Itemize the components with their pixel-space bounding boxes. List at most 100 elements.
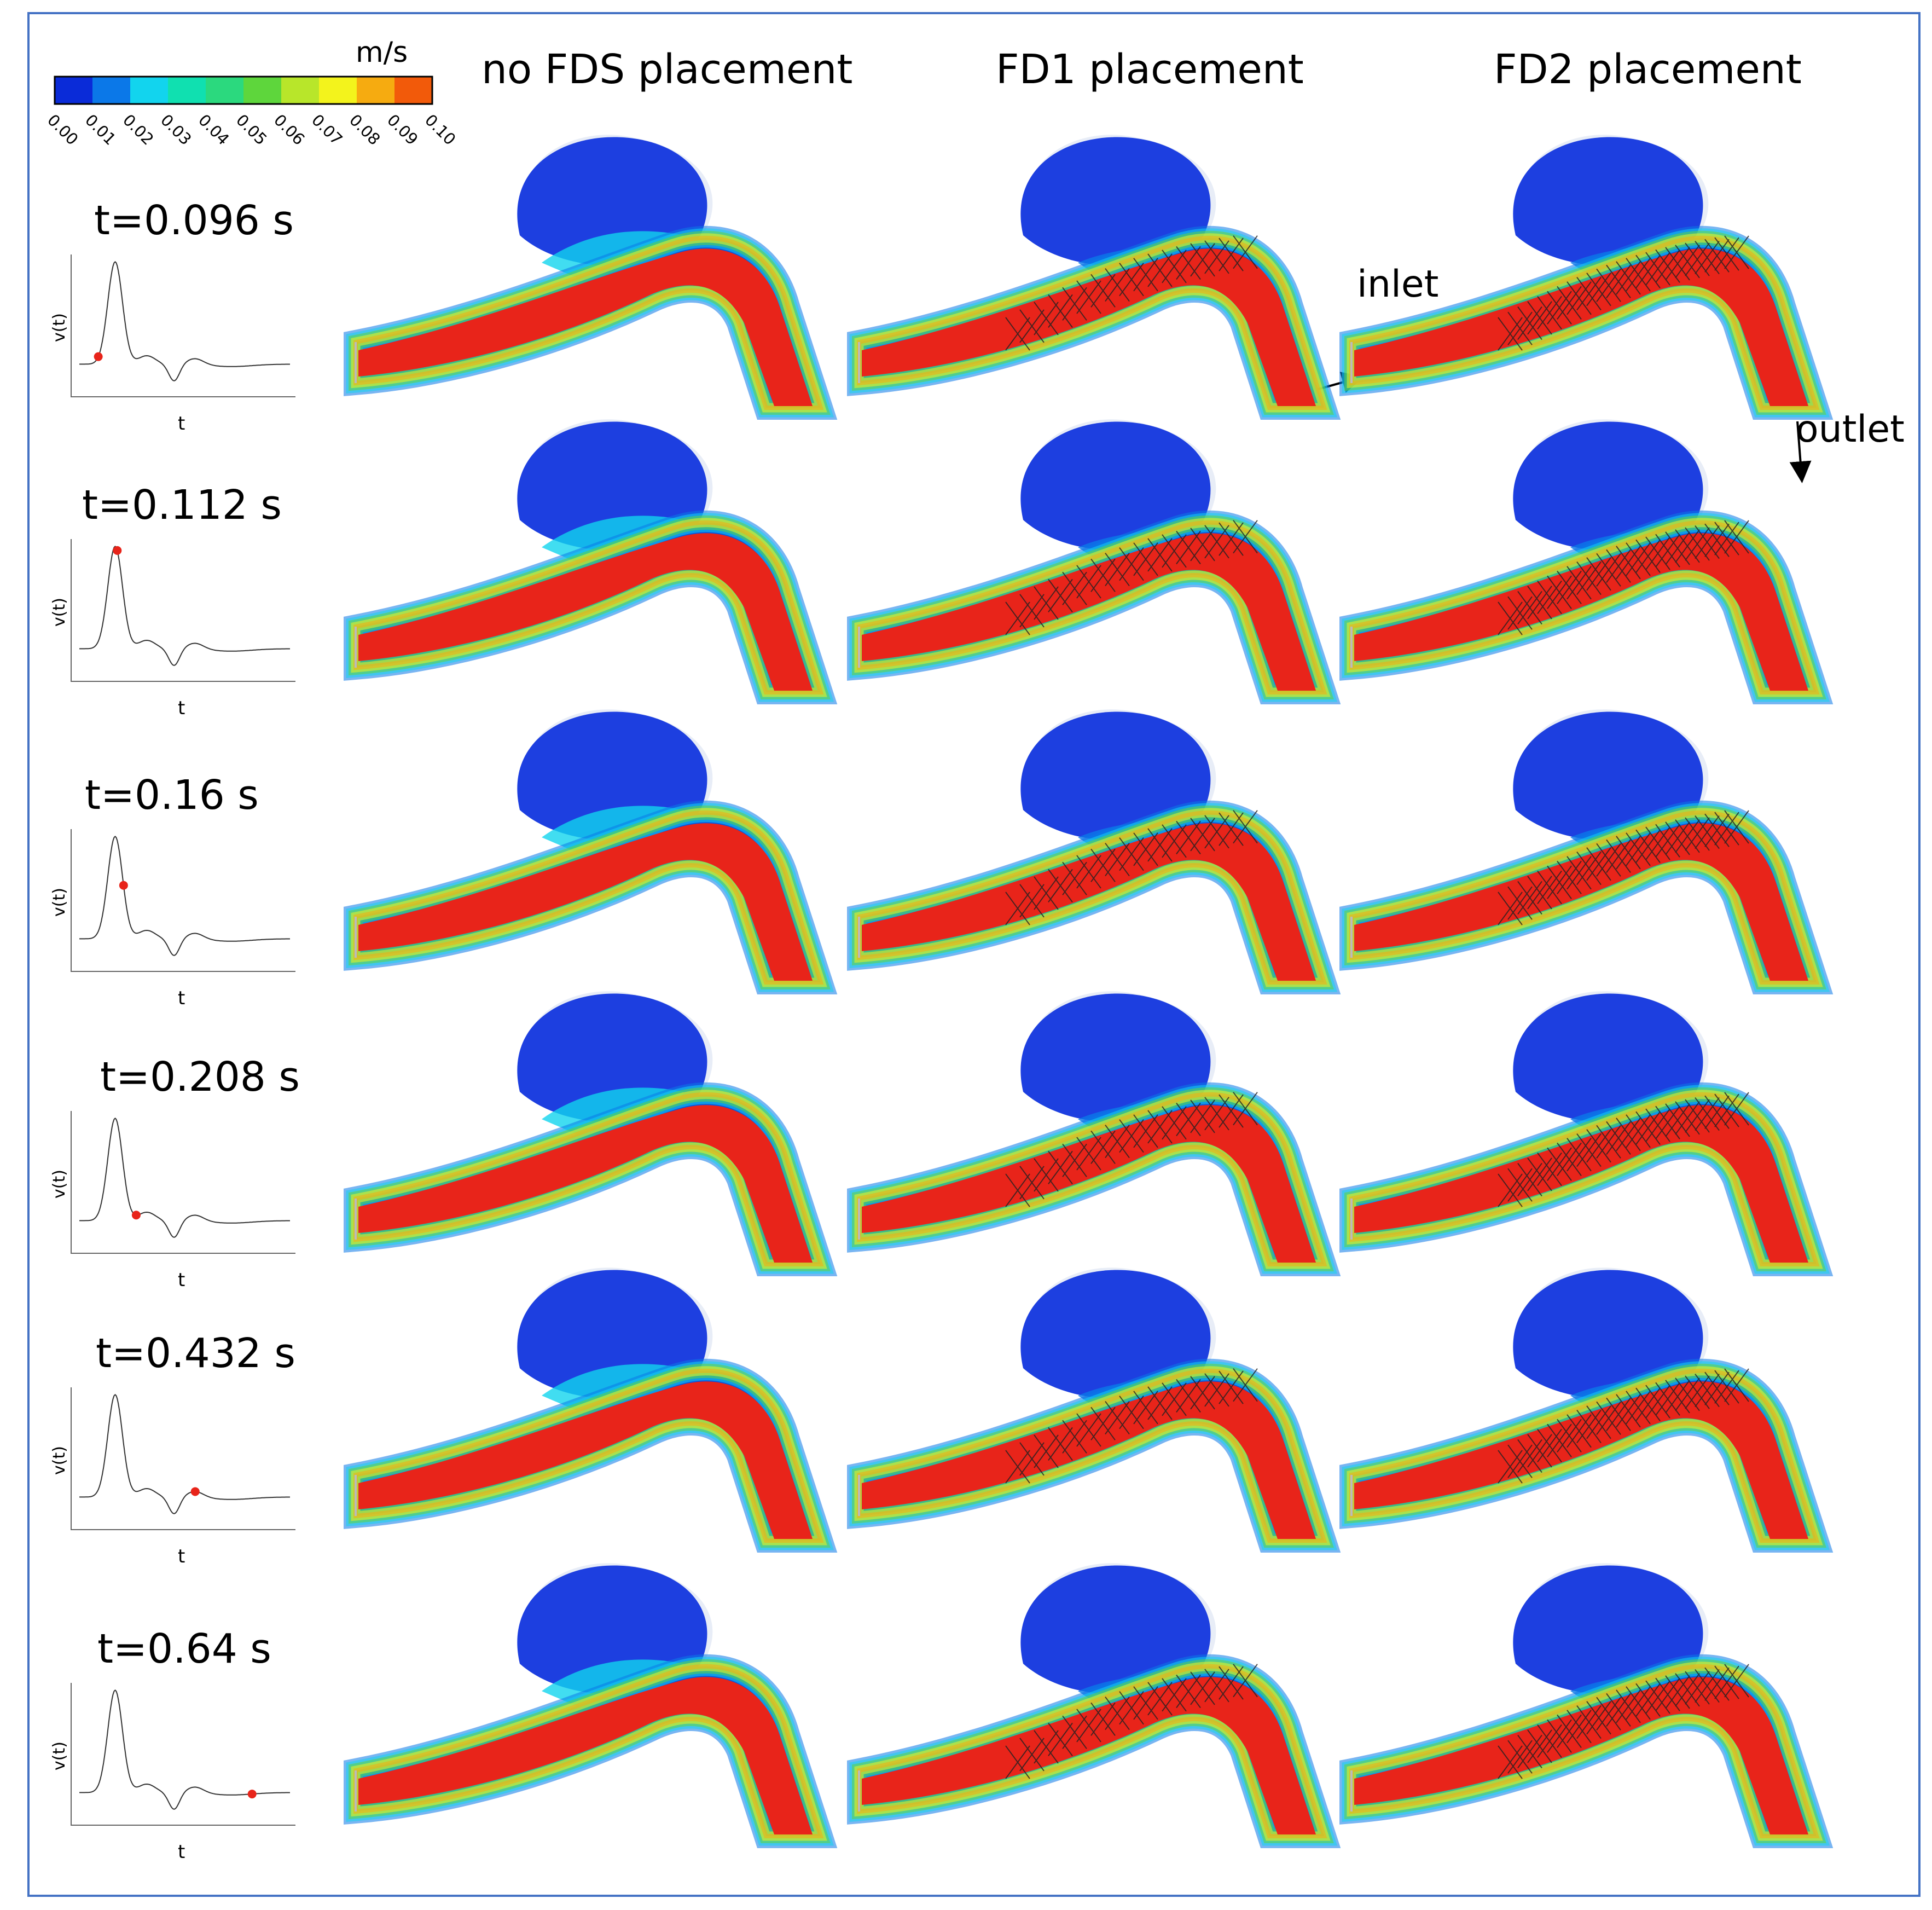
waveform-plot: t v(t) xyxy=(50,1669,306,1872)
waveform-plot: t v(t) xyxy=(50,815,306,1018)
waveform-plot: t v(t) xyxy=(50,241,306,443)
aneurysm-panel-no-fds xyxy=(344,709,838,994)
waveform-axes xyxy=(71,1111,295,1254)
waveform-line xyxy=(79,261,290,381)
waveform-ylabel: v(t) xyxy=(50,1741,69,1770)
aneurysm-dome xyxy=(1513,993,1703,1123)
waveform-xlabel: t xyxy=(178,1546,185,1567)
waveform-ylabel: v(t) xyxy=(50,1446,69,1475)
velocity-core xyxy=(1354,1381,1808,1539)
waveform-axes xyxy=(71,1683,295,1826)
time-label: t=0.64 s xyxy=(97,1625,271,1672)
aneurysm-panel-fd1 xyxy=(847,135,1341,420)
time-label: t=0.16 s xyxy=(85,772,259,819)
aneurysm-panel-no-fds xyxy=(344,135,838,420)
colorbar-segment xyxy=(357,77,395,104)
aneurysm-panel-fd1 xyxy=(847,419,1341,704)
aneurysm-panel-no-fds xyxy=(344,1267,838,1553)
aneurysm-dome xyxy=(1020,1270,1211,1399)
fd1-stent-mesh xyxy=(1005,810,1258,925)
fd2-stent-mesh xyxy=(1498,1368,1749,1484)
waveform-xlabel: t xyxy=(178,413,185,435)
waveform-xlabel: t xyxy=(178,1269,185,1291)
time-label: t=0.112 s xyxy=(82,482,282,529)
column-header-fd2: FD2 placement xyxy=(1494,46,1802,93)
waveform-line xyxy=(79,836,290,956)
fd1-stent-mesh xyxy=(1005,235,1258,351)
waveform-line xyxy=(79,546,290,666)
waveform-axes xyxy=(71,829,295,972)
velocity-core xyxy=(862,1677,1316,1834)
fd1-stent-mesh xyxy=(1005,1664,1258,1779)
velocity-core xyxy=(862,533,1316,691)
aneurysm-panel-fd1 xyxy=(847,709,1341,994)
waveform-ylabel: v(t) xyxy=(50,313,69,342)
fd2-stent-mesh xyxy=(1498,235,1749,351)
fd1-stent-mesh xyxy=(1005,520,1258,635)
colorbar-segment xyxy=(130,77,169,104)
waveform-line xyxy=(79,1118,290,1238)
aneurysm-panel-fd2 xyxy=(1339,1563,1834,1848)
aneurysm-panel-fd2 xyxy=(1339,1267,1834,1553)
colorbar-unit: m/s xyxy=(356,36,408,69)
colorbar-segment xyxy=(243,77,282,104)
colorbar-segment xyxy=(55,77,93,104)
colorbar-gradient xyxy=(54,76,433,105)
outlet-arrow xyxy=(1789,421,1812,483)
aneurysm-dome xyxy=(1020,711,1211,841)
waveform-ylabel: v(t) xyxy=(50,1170,69,1199)
aneurysm-panel-no-fds xyxy=(344,419,838,704)
waveform-plot: t v(t) xyxy=(50,1374,306,1576)
aneurysm-dome xyxy=(1513,1270,1703,1399)
velocity-core xyxy=(358,533,813,691)
colorbar-segment xyxy=(281,77,320,104)
aneurysm-dome xyxy=(1020,421,1211,551)
aneurysm-panel-fd1 xyxy=(847,1267,1341,1553)
time-marker xyxy=(190,1487,200,1496)
velocity-core xyxy=(862,1381,1316,1539)
time-label: t=0.432 s xyxy=(96,1330,295,1377)
aneurysm-dome xyxy=(1513,421,1703,551)
time-marker xyxy=(131,1211,141,1220)
velocity-core xyxy=(1354,533,1808,691)
colorbar-segment xyxy=(394,77,433,104)
colorbar-segment xyxy=(206,77,244,104)
waveform-ylabel: v(t) xyxy=(50,888,69,917)
velocity-core xyxy=(862,823,1316,981)
inlet-label: inlet xyxy=(1357,263,1439,306)
colorbar-segment xyxy=(319,77,357,104)
velocity-core xyxy=(358,1677,813,1834)
time-label: t=0.208 s xyxy=(100,1054,300,1101)
aneurysm-panel-fd2 xyxy=(1339,709,1834,994)
colorbar xyxy=(54,76,433,105)
time-marker xyxy=(247,1790,257,1799)
waveform-axes xyxy=(71,539,295,682)
waveform-xlabel: t xyxy=(178,1841,185,1863)
waveform-xlabel: t xyxy=(178,987,185,1009)
waveform-plot: t v(t) xyxy=(50,1097,306,1300)
aneurysm-panel-fd2 xyxy=(1339,135,1834,420)
aneurysm-panel-no-fds xyxy=(344,991,838,1276)
waveform-line xyxy=(79,1689,290,1810)
time-marker xyxy=(113,546,122,555)
aneurysm-panel-fd2 xyxy=(1339,419,1834,704)
velocity-core xyxy=(1354,823,1808,981)
aneurysm-dome xyxy=(1513,1565,1703,1695)
aneurysm-dome xyxy=(1020,1565,1211,1695)
aneurysm-panel-no-fds xyxy=(344,1563,838,1848)
figure-frame xyxy=(27,12,1921,1897)
aneurysm-dome xyxy=(1513,711,1703,841)
aneurysm-dome xyxy=(1020,993,1211,1123)
colorbar-border xyxy=(54,76,433,105)
fd1-stent-mesh xyxy=(1005,1092,1258,1207)
time-marker xyxy=(119,881,128,890)
fd2-stent-mesh xyxy=(1498,1664,1749,1779)
aneurysm-dome xyxy=(1513,137,1703,267)
colorbar-segment xyxy=(168,77,206,104)
aneurysm-dome xyxy=(1020,137,1211,267)
waveform-xlabel: t xyxy=(178,697,185,719)
colorbar-segment xyxy=(92,77,131,104)
time-label: t=0.096 s xyxy=(94,197,294,244)
waveform-axes xyxy=(71,254,295,397)
fd2-stent-mesh xyxy=(1498,810,1749,925)
